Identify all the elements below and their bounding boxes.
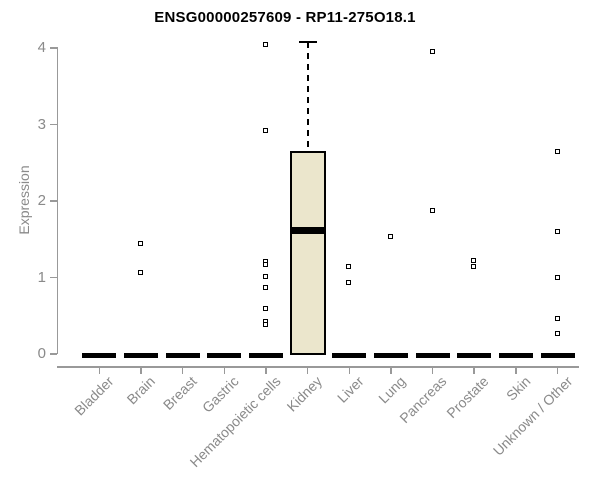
- outlier-point: [262, 261, 268, 267]
- outlier-point: [262, 128, 268, 134]
- y-tick: [50, 353, 57, 355]
- chart-title: ENSG00000257609 - RP11-275O18.1: [154, 9, 416, 26]
- y-tick-label: 1: [37, 268, 46, 286]
- outlier-point: [554, 330, 560, 336]
- outlier-point: [137, 270, 143, 276]
- outlier-point: [387, 233, 393, 239]
- y-tick-label: 0: [37, 345, 46, 362]
- y-tick: [50, 123, 57, 126]
- outlier-point: [262, 41, 268, 47]
- outlier-point: [262, 284, 268, 290]
- outlier-point: [554, 229, 560, 235]
- outlier-point: [137, 241, 143, 247]
- outlier-point: [554, 275, 560, 280]
- zero-bar: [123, 353, 158, 358]
- x-tick: [431, 367, 434, 374]
- whisker-line: [306, 41, 309, 152]
- y-tick: [50, 200, 57, 202]
- y-tick-label: 4: [37, 39, 46, 56]
- x-category-label: Unknown / Other: [489, 373, 575, 459]
- x-category-label: Brain: [123, 373, 159, 408]
- x-tick: [556, 367, 559, 374]
- x-category-label: Kidney: [283, 373, 325, 415]
- x-tick: [181, 367, 184, 374]
- outlier-point: [471, 258, 477, 264]
- outlier-point: [554, 148, 560, 154]
- x-tick: [348, 367, 350, 374]
- x-tick: [223, 367, 226, 374]
- zero-bar: [457, 353, 492, 358]
- outlier-point: [346, 264, 352, 270]
- median-line: [289, 227, 326, 235]
- y-tick-label: 3: [37, 115, 46, 133]
- zero-bar: [82, 353, 117, 358]
- outlier-point: [262, 305, 268, 311]
- zero-bar: [415, 353, 450, 358]
- x-tick: [265, 367, 267, 374]
- outlier-point: [429, 207, 435, 213]
- box: [289, 151, 326, 355]
- zero-bar: [332, 353, 367, 358]
- zero-bar: [498, 353, 533, 358]
- outlier-point: [429, 48, 435, 54]
- y-tick-label: 2: [37, 192, 46, 209]
- outlier-point: [262, 321, 268, 327]
- x-tick: [515, 367, 517, 374]
- x-category-label: Bladder: [71, 373, 117, 419]
- x-category-label: Breast: [160, 373, 200, 413]
- zero-bar: [248, 353, 283, 358]
- zero-bar: [165, 353, 200, 358]
- x-tick: [473, 367, 475, 374]
- y-axis-line: [56, 47, 58, 354]
- x-category-label: Skin: [502, 373, 534, 404]
- outlier-point: [346, 280, 352, 286]
- x-tick: [390, 367, 392, 374]
- zero-bar: [373, 353, 408, 358]
- outlier-point: [554, 315, 560, 321]
- outlier-point: [262, 274, 268, 280]
- x-axis-line: [56, 366, 579, 368]
- y-tick: [50, 276, 57, 279]
- zero-bar: [540, 353, 575, 358]
- zero-bar: [207, 353, 242, 358]
- whisker-cap: [298, 40, 317, 44]
- x-category-label: Lung: [374, 373, 409, 407]
- x-tick: [306, 367, 309, 374]
- x-category-label: Liver: [333, 373, 367, 406]
- y-tick: [50, 47, 57, 49]
- x-tick: [140, 367, 142, 374]
- x-tick: [98, 367, 101, 374]
- x-category-label: Prostate: [443, 373, 492, 422]
- outlier-point: [471, 263, 477, 269]
